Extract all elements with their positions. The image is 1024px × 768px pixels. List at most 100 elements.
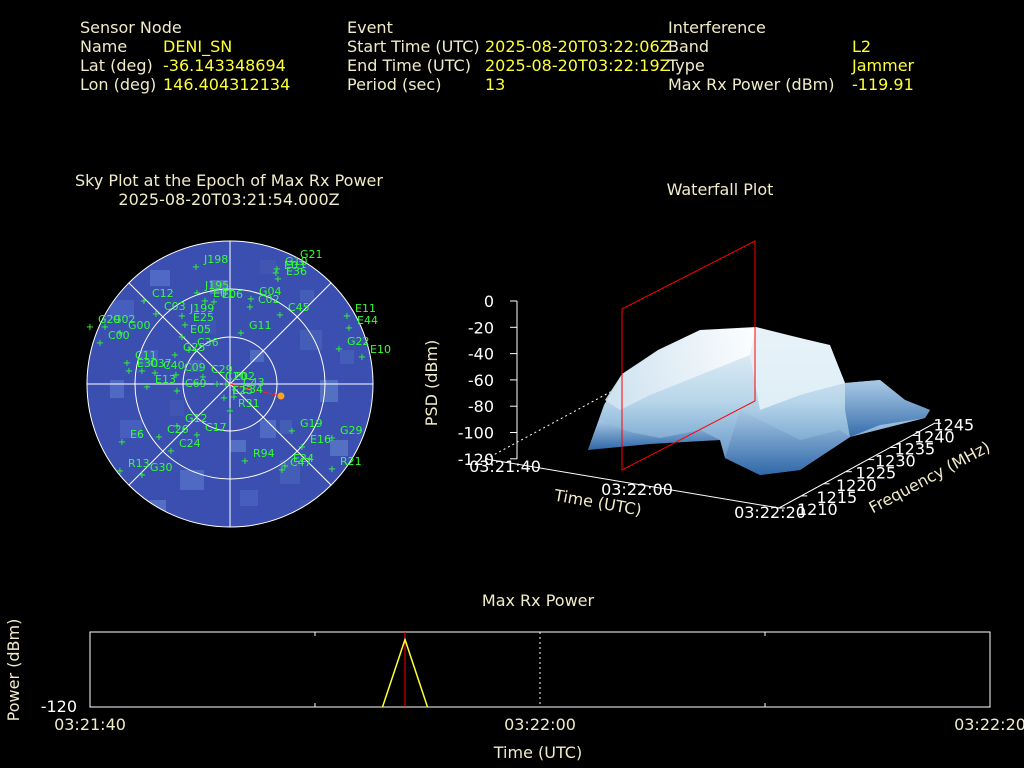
satellite-label: E06: [222, 288, 243, 301]
satellite-marker: +: [178, 311, 186, 322]
sky-map-patch: [240, 490, 258, 506]
time-tick-label: 03:22:20: [734, 503, 806, 522]
satellite-marker: +: [101, 322, 109, 333]
satellite-marker: +: [210, 297, 218, 308]
sensor-name-label: Name: [80, 37, 128, 56]
sky-map-patch: [230, 440, 246, 452]
event-period-row: Period (sec) 13: [347, 75, 671, 94]
psd-axis-ticks: 0 -20 -40 -60 -80 -100 -120: [458, 292, 517, 469]
power-series: [381, 637, 429, 708]
satellite-label: C40: [163, 359, 185, 372]
satellite-marker: +: [343, 311, 351, 322]
satellite-label: G02: [113, 313, 136, 326]
satellite-marker: +: [167, 446, 175, 457]
satellite-label: C02: [258, 293, 280, 306]
satellite-marker: +: [181, 320, 189, 331]
frequency-tick-label: 1235: [895, 440, 936, 459]
sky-plot-title-line1: Sky Plot at the Epoch of Max Rx Power: [75, 171, 383, 190]
satellite-marker: +: [172, 370, 180, 381]
satellite-marker: +: [246, 302, 254, 313]
satellite-label: C47: [290, 456, 312, 469]
satellite-label: C29: [211, 363, 233, 376]
satellite-label: E10: [370, 343, 391, 356]
satellite-marker: +: [192, 262, 200, 273]
satellite-label: E36: [286, 265, 307, 278]
satellite-marker: +: [274, 274, 282, 285]
frequency-tick-label: 1245: [934, 415, 975, 434]
psd-tick-label: -40: [468, 345, 494, 364]
time-axis-ticks: 03:21:40 03:22:00 03:22:20: [469, 457, 806, 522]
satellite-marker: +: [213, 379, 221, 390]
psd-tick-label: -100: [458, 424, 494, 443]
satellite-marker: +: [231, 385, 239, 396]
frequency-tick-label: 1210: [797, 500, 838, 519]
psd-tick-label: 0: [484, 292, 494, 311]
satellite-label: G00: [128, 319, 151, 332]
satellite-label: E13: [155, 373, 176, 386]
max-power-label: Max Rx Power (dBm): [668, 75, 835, 94]
satellite-label: J199: [189, 302, 214, 315]
power-chart-title: Max Rx Power: [482, 591, 595, 610]
satellite-label: G30: [150, 461, 173, 474]
satellite-marker: +: [173, 421, 181, 432]
sun-direction-line: [229, 383, 281, 397]
power-x-tick-label: 03:22:00: [504, 715, 576, 734]
sun-marker: [277, 392, 285, 400]
satellite-label: E25: [193, 311, 214, 324]
satellite-label: G22: [347, 335, 370, 348]
psd-tick-label: -120: [458, 450, 494, 469]
satellite-marker: +: [152, 309, 160, 320]
satellite-marker: +: [220, 393, 228, 404]
sensor-node-heading: Sensor Node: [80, 18, 182, 37]
band-label: Band: [668, 37, 710, 56]
sky-map-patch: [140, 350, 158, 366]
sensor-lon-value: 146.404312134: [163, 75, 291, 94]
frequency-tick-label: 1220: [836, 476, 877, 495]
sky-map-patch: [260, 260, 276, 274]
satellite-label: G04: [259, 285, 282, 298]
satellite-label: G29: [340, 424, 363, 437]
power-y-tick-label: -120: [41, 697, 77, 716]
psd-tick-label: -60: [468, 371, 494, 390]
satellite-label: R13: [128, 457, 150, 470]
satellite-marker: +: [201, 296, 209, 307]
satellite-marker: +: [281, 461, 289, 472]
satellite-label: J198: [203, 253, 228, 266]
waterfall-surface: [588, 327, 930, 475]
sky-map-patch: [260, 420, 276, 438]
satellite-label: E6: [130, 428, 144, 441]
sky-map-patch: [150, 270, 170, 286]
type-row: Type Jammer: [668, 56, 914, 75]
satellite-label: J195: [204, 279, 229, 292]
event-end-label: End Time (UTC): [347, 56, 471, 75]
type-label: Type: [668, 56, 705, 75]
power-series-line: [381, 637, 429, 708]
satellite-marker: +: [193, 288, 201, 299]
satellite-label: C43: [243, 376, 265, 389]
satellite-marker: +: [298, 442, 306, 453]
frequency-tick-label: 1215: [817, 488, 858, 507]
sky-map-patch: [190, 360, 202, 372]
frequency-tick-label: 1225: [856, 464, 897, 483]
time-tick-label: 03:21:40: [469, 457, 541, 476]
satellite-marker: +: [140, 296, 148, 307]
event-info: Event Start Time (UTC) 2025-08-20T03:22:…: [347, 18, 671, 94]
satellite-marker: +: [335, 344, 343, 355]
satellite-label: G25: [183, 341, 206, 354]
time-tick-label: 03:22:00: [601, 480, 673, 499]
satellite-marker: +: [116, 466, 124, 477]
satellite-label: E24: [293, 452, 314, 465]
satellite-label: C26: [167, 423, 189, 436]
event-start-label: Start Time (UTC): [347, 37, 480, 56]
satellite-marker: +: [241, 456, 249, 467]
satellite-label: E23: [232, 384, 253, 397]
frequency-tick-label: 1230: [875, 452, 916, 471]
sky-plot-title-line2: 2025-08-20T03:21:54.000Z: [118, 190, 340, 209]
satellite-label: E03: [284, 259, 305, 272]
sky-grid: [86, 240, 374, 528]
satellite-marker: +: [358, 352, 366, 363]
event-start-row: Start Time (UTC) 2025-08-20T03:22:06Z: [347, 37, 671, 56]
sky-map-patch: [300, 290, 314, 302]
sky-map-patch: [170, 400, 184, 416]
